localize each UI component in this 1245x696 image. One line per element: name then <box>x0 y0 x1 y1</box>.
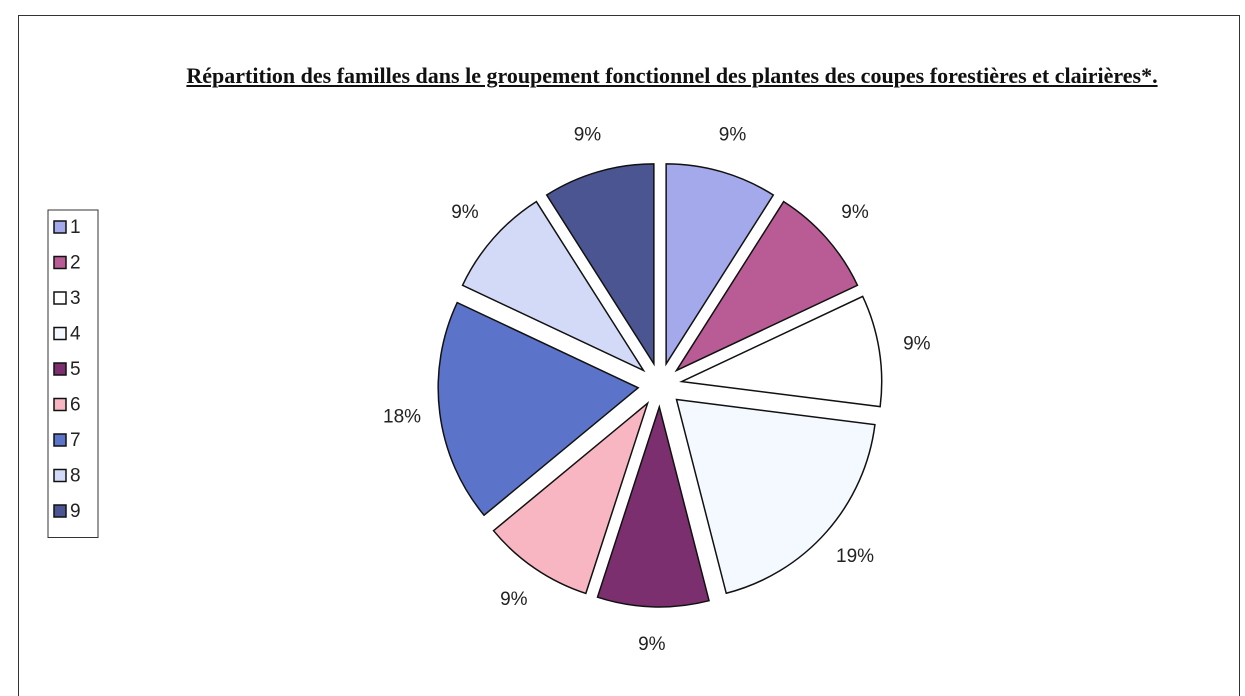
legend-swatch <box>53 468 67 483</box>
pie-slice <box>596 404 710 608</box>
pie-slice <box>675 398 876 595</box>
pie-slice <box>679 295 883 408</box>
legend-swatch <box>53 433 67 447</box>
legend-label: 1 <box>70 217 81 238</box>
legend-label: 6 <box>70 395 81 416</box>
legend-swatch <box>53 397 67 412</box>
legend-swatch <box>53 504 67 518</box>
legend-label: 8 <box>70 466 81 487</box>
legend-label: 3 <box>70 288 81 309</box>
data-label: 9% <box>719 124 747 145</box>
pie-slice <box>674 200 859 373</box>
legend-label: 4 <box>70 324 81 345</box>
legend-label: 5 <box>70 359 81 380</box>
pie-slice <box>545 163 655 367</box>
legend-swatch <box>53 255 67 270</box>
data-label: 18% <box>383 407 421 428</box>
pie-slice <box>437 301 640 517</box>
pie-slice <box>492 400 650 595</box>
data-label: 9% <box>574 124 602 145</box>
data-label: 9% <box>451 202 479 223</box>
chart-title: Répartition des familles dans le groupem… <box>186 63 1158 88</box>
legend-label: 9 <box>70 501 81 522</box>
pie-slice <box>665 163 775 367</box>
legend-label: 7 <box>70 430 81 451</box>
legend-label: 2 <box>70 253 81 274</box>
legend-swatch <box>53 362 67 376</box>
legend-swatch <box>53 291 67 305</box>
chart-frame <box>18 15 1240 696</box>
legend-swatch <box>53 220 67 234</box>
pie-slice <box>461 200 646 373</box>
data-label: 9% <box>500 589 528 610</box>
data-label: 9% <box>638 634 666 655</box>
data-label: 9% <box>841 202 869 223</box>
legend-swatch <box>53 326 67 341</box>
data-label: 9% <box>903 333 931 354</box>
data-label: 19% <box>836 546 874 567</box>
